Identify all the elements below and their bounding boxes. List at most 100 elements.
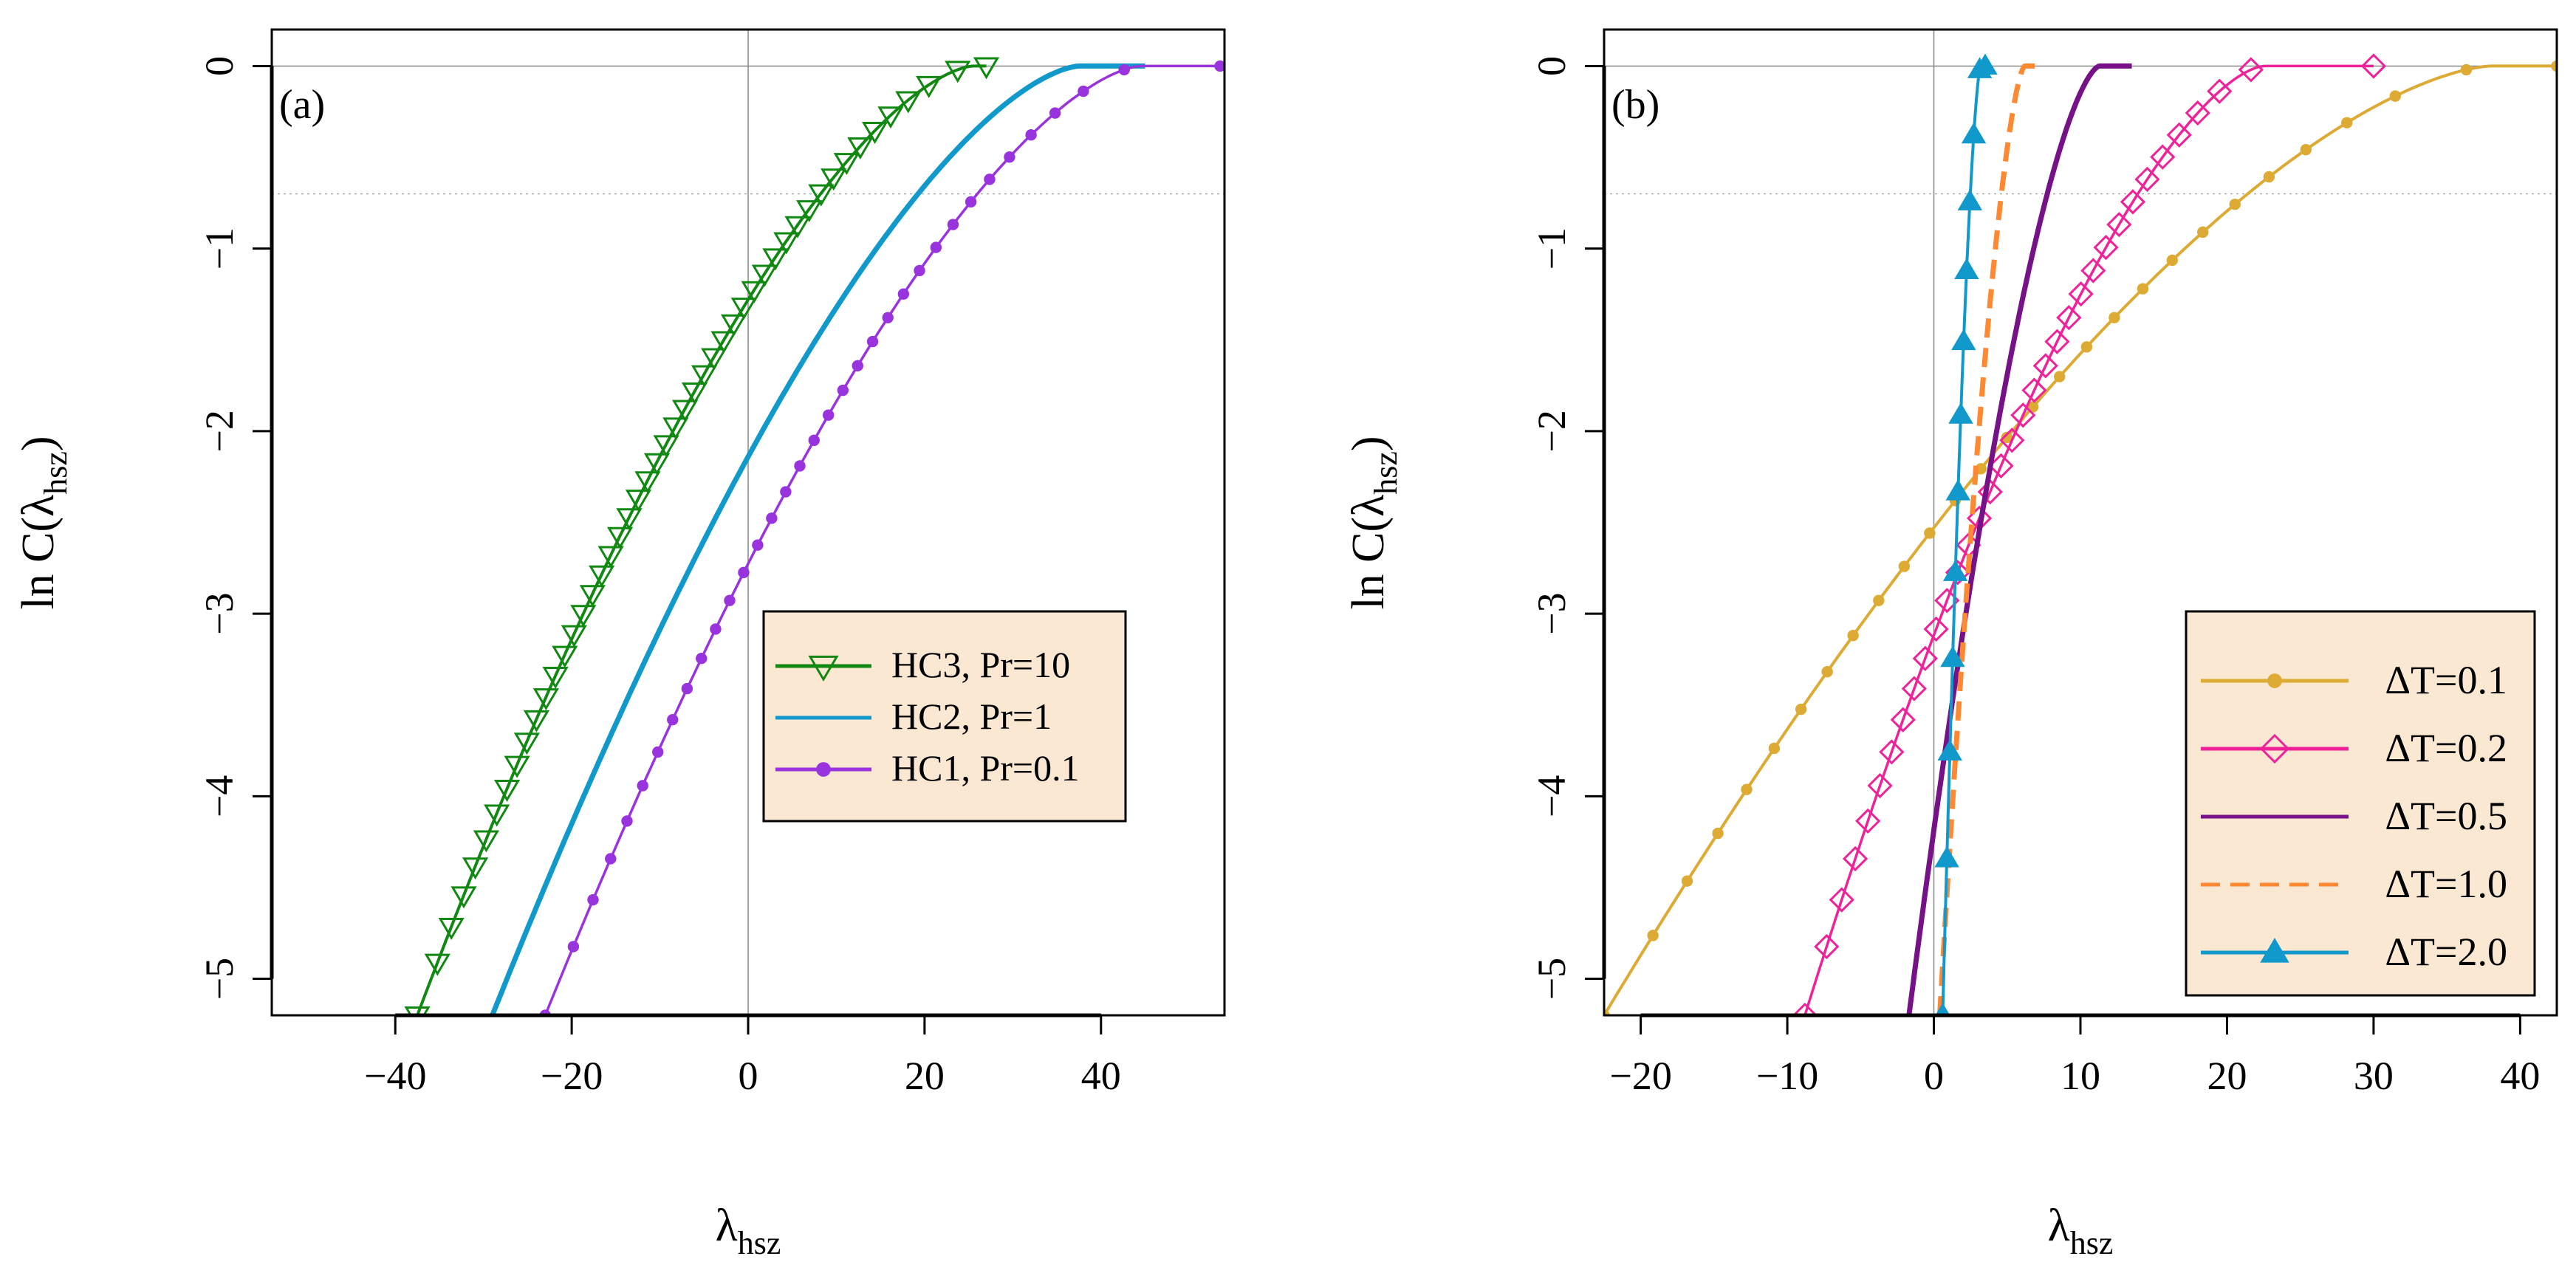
legend-label: HC1, Pr=0.1 <box>891 747 1080 789</box>
series--t-0-5 <box>1906 63 2134 1015</box>
data-point-marker <box>1821 666 1833 678</box>
reference-lines <box>1604 30 2557 1015</box>
data-point-marker <box>2460 64 2473 76</box>
data-point-marker <box>796 200 823 223</box>
data-point-marker <box>1879 739 1905 765</box>
series-line <box>544 64 1220 1015</box>
data-point-marker <box>1937 739 1962 761</box>
x-tick-label: 20 <box>905 1054 945 1098</box>
legend-item: HC2, Pr=1 <box>775 696 1052 737</box>
data-point-marker <box>821 168 847 191</box>
data-point-marker <box>2068 281 2094 307</box>
data-point-marker <box>1792 1002 1818 1015</box>
data-point-marker <box>438 918 465 940</box>
data-point-marker <box>643 453 671 476</box>
data-point-marker <box>738 566 750 579</box>
data-point-marker <box>681 382 708 405</box>
data-point-marker <box>1741 783 1753 795</box>
data-point-marker <box>2093 234 2119 261</box>
data-point-marker <box>861 122 888 144</box>
data-point-marker <box>616 508 643 531</box>
data-point-marker <box>751 264 778 287</box>
data-point-marker <box>882 312 894 323</box>
data-point-marker <box>2054 371 2066 382</box>
data-point-marker <box>1999 428 2025 453</box>
data-point-marker <box>2056 305 2082 331</box>
series-hc1-pr-0-1 <box>539 60 1224 1015</box>
x-tick-label: 0 <box>739 1054 758 1098</box>
data-point-marker <box>1647 930 1659 941</box>
series-hc3-pr-10 <box>404 57 1000 1015</box>
legend-item: ΔT=1.0 <box>2201 862 2507 906</box>
x-tick-label: 40 <box>1081 1054 1121 1098</box>
y-axis-title-sub: hsz <box>1368 451 1404 495</box>
x-tick-label: 0 <box>1924 1054 1944 1098</box>
data-point-marker <box>567 941 580 953</box>
data-point-marker <box>808 655 839 682</box>
data-point-marker <box>897 288 910 300</box>
data-point-marker <box>1814 933 1840 960</box>
data-point-marker <box>621 815 633 827</box>
data-point-marker <box>2021 377 2047 403</box>
legend-swatch <box>2201 938 2349 963</box>
series-group <box>404 57 1224 1015</box>
y-axis-title-suffix: ) <box>1343 436 1394 451</box>
data-point-marker <box>762 248 789 271</box>
x-tick-label: 20 <box>2207 1054 2247 1098</box>
data-point-marker <box>752 539 764 551</box>
data-point-marker <box>513 732 540 755</box>
data-point-marker <box>2197 226 2209 239</box>
data-point-marker <box>605 853 617 865</box>
data-point-marker <box>1901 676 1928 701</box>
data-point-marker <box>2207 78 2233 104</box>
legend-item: ΔT=0.1 <box>2201 658 2507 702</box>
data-point-marker <box>1890 707 1916 732</box>
legend-label: ΔT=0.2 <box>2385 726 2507 770</box>
data-point-marker <box>1924 527 1936 539</box>
data-point-marker <box>493 779 521 802</box>
series--t-1-0 <box>1937 63 2039 1015</box>
data-point-marker <box>404 1006 431 1015</box>
y-tick-label: −1 <box>1530 227 1574 270</box>
data-point-marker <box>424 953 451 976</box>
x-tick-label: −20 <box>1609 1054 1671 1098</box>
x-tick-label: 30 <box>2354 1054 2394 1098</box>
data-point-marker <box>2185 100 2210 126</box>
data-point-marker <box>2341 117 2353 128</box>
y-tick-label: −4 <box>197 775 242 817</box>
data-point-marker <box>2229 199 2241 210</box>
x-axis-title-sub: hsz <box>2070 1225 2114 1261</box>
data-point-marker <box>1961 122 1987 144</box>
data-point-marker <box>1855 808 1881 834</box>
y-tick-label: −1 <box>197 227 242 270</box>
data-point-marker <box>597 546 624 569</box>
chart-panel-a: −40 −20 0 20 400−1−2−3−4−5 (a) λhsz ln C(λhs… <box>13 28 1226 1261</box>
x-tick-label: −40 <box>364 1054 426 1098</box>
data-point-marker <box>710 331 737 354</box>
x-tick-label: 40 <box>2500 1054 2540 1098</box>
data-point-marker <box>808 184 835 207</box>
legend-label: ΔT=0.5 <box>2385 794 2507 838</box>
data-point-marker <box>1025 129 1037 141</box>
data-point-marker <box>1940 645 1965 668</box>
reference-lines <box>272 30 1224 1015</box>
data-point-marker <box>542 667 569 689</box>
data-point-marker <box>1681 875 1693 887</box>
data-point-marker <box>1049 107 1061 119</box>
legend-label: HC3, Pr=10 <box>891 644 1070 685</box>
data-point-marker <box>2032 353 2058 379</box>
x-axis-title: λhsz <box>2048 1201 2114 1261</box>
legend-item: ΔT=0.2 <box>2201 726 2507 770</box>
data-point-marker <box>780 486 792 498</box>
data-point-marker <box>847 137 874 159</box>
data-point-marker <box>2106 211 2132 238</box>
data-point-marker <box>833 153 860 176</box>
data-point-marker <box>773 232 800 255</box>
data-point-marker <box>1847 630 1859 642</box>
data-point-marker <box>945 61 971 83</box>
data-point-marker <box>552 645 578 668</box>
data-point-marker <box>916 75 942 98</box>
data-point-marker <box>877 106 904 129</box>
y-axis-title-prefix: ln C(λ <box>1343 495 1394 610</box>
data-point-marker <box>1977 478 2003 505</box>
